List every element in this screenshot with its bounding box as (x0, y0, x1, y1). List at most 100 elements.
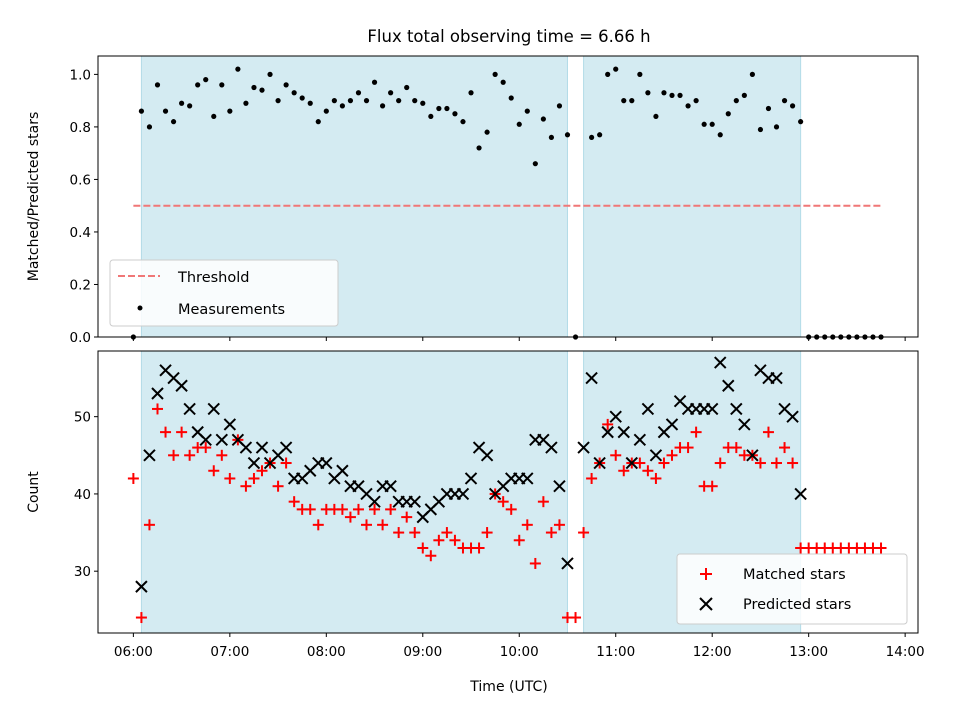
predicted-star-point (770, 371, 783, 385)
x-tick-label: 11:00 (596, 644, 635, 660)
legend-threshold-label: Threshold (177, 270, 249, 286)
legend-predicted-label: Predicted stars (743, 597, 851, 613)
matched-star-point (545, 527, 557, 539)
matched-star-point (393, 527, 405, 539)
matched-star-point (602, 418, 614, 430)
predicted-star-point (545, 441, 558, 454)
measurement-point (162, 108, 169, 114)
measurement-point (468, 90, 474, 96)
measurement-point (219, 82, 225, 88)
measurement-point (243, 100, 249, 106)
matched-star-point (529, 557, 541, 569)
predicted-star-point (705, 402, 719, 416)
predicted-star-point (714, 356, 727, 369)
predicted-star-point (368, 495, 381, 508)
matched-star-point (336, 503, 348, 515)
predicted-star-point (577, 441, 590, 454)
predicted-star-point (641, 402, 655, 416)
predicted-star-point (255, 441, 269, 454)
matched-star-point (361, 519, 373, 531)
measurement-point (227, 108, 233, 114)
matched-star-point (352, 503, 364, 515)
matched-star-point (714, 457, 726, 469)
measurement-point (524, 108, 530, 114)
matched-star-point (779, 442, 791, 454)
y-tick-label: 0.8 (70, 120, 91, 136)
measurement-point (452, 111, 458, 117)
measurement-point (444, 105, 450, 112)
top-plot-marks (130, 66, 884, 340)
measurement-point (629, 98, 635, 104)
matched-star-point (642, 465, 654, 477)
measurement-point (195, 82, 201, 88)
matched-star-point (690, 426, 702, 438)
measurement-point (259, 87, 265, 93)
measurement-point (170, 119, 177, 125)
predicted-star-point (247, 456, 261, 470)
matched-star-point (377, 519, 389, 531)
x-axis-label: Time (UTC) (469, 679, 547, 695)
measurement-point (291, 90, 297, 96)
measurement-point (363, 98, 370, 104)
top-legend: Threshold Measurements (109, 259, 339, 327)
measurement-point (677, 92, 683, 98)
measurement-point (484, 129, 490, 135)
predicted-star-point (561, 557, 574, 570)
chart-title: Flux total observing time = 6.66 h (367, 27, 650, 46)
matched-star-point (344, 511, 356, 523)
measurement-point (388, 90, 394, 96)
matched-star-point (505, 503, 517, 515)
predicted-star-point (239, 441, 253, 454)
x-tick-label: 08:00 (307, 644, 346, 660)
measurement-point (355, 90, 362, 96)
x-tick-label: 09:00 (403, 644, 442, 660)
measurement-point (693, 98, 699, 104)
top-y-axis: 0.0 0.2 0.4 0.6 0.8 1.0 (70, 67, 98, 346)
bottom-legend: Matched stars Predicted stars (676, 553, 908, 625)
matched-star-point (553, 519, 565, 531)
matched-star-point (578, 527, 590, 539)
predicted-star-point (738, 418, 751, 431)
measurement-point (235, 66, 241, 72)
measurement-point (412, 98, 418, 104)
measurement-point (532, 161, 538, 167)
measurement-point (331, 98, 337, 104)
measurement-point (725, 111, 731, 117)
bottom-y-axis: 30 40 50 (74, 410, 98, 580)
shaded-interval (583, 55, 802, 338)
top-x-axis (132, 337, 906, 341)
measurement-point (781, 98, 788, 104)
x-tick-label: 10:00 (500, 644, 539, 660)
predicted-star-point (408, 495, 421, 508)
measurement-point (347, 98, 354, 104)
top-panel: 0.0 0.2 0.4 0.6 0.8 1.0 Matched/Predicted sta… (26, 55, 919, 346)
measurement-point (733, 98, 739, 104)
y-tick-label: 30 (74, 564, 91, 580)
measurement-point (187, 103, 193, 109)
predicted-star-point (215, 433, 229, 447)
top-axes-frame (97, 55, 919, 338)
bottom-legend-box (676, 553, 908, 625)
predicted-star-point (633, 433, 647, 447)
top-legend-box (109, 259, 339, 327)
y-tick-label: 40 (74, 487, 91, 503)
matched-star-point (730, 442, 742, 454)
matched-star-point (135, 612, 147, 624)
predicted-star-point (135, 580, 148, 593)
measurement-point (339, 103, 345, 109)
bottom-y-axis-label: Count (26, 471, 42, 513)
matched-star-point (200, 442, 212, 454)
matched-star-point (216, 449, 228, 461)
measurement-point (653, 113, 659, 120)
y-tick-label: 0.4 (70, 225, 91, 241)
measurement-point (299, 95, 305, 101)
measurement-point (717, 132, 723, 138)
matched-star-point (160, 426, 172, 438)
y-tick-label: 1.0 (70, 67, 91, 83)
bottom-axes-frame (97, 350, 919, 634)
predicted-star-point (183, 402, 196, 416)
matched-star-point (521, 519, 533, 531)
predicted-star-point (649, 449, 663, 462)
measurement-point (203, 77, 209, 83)
